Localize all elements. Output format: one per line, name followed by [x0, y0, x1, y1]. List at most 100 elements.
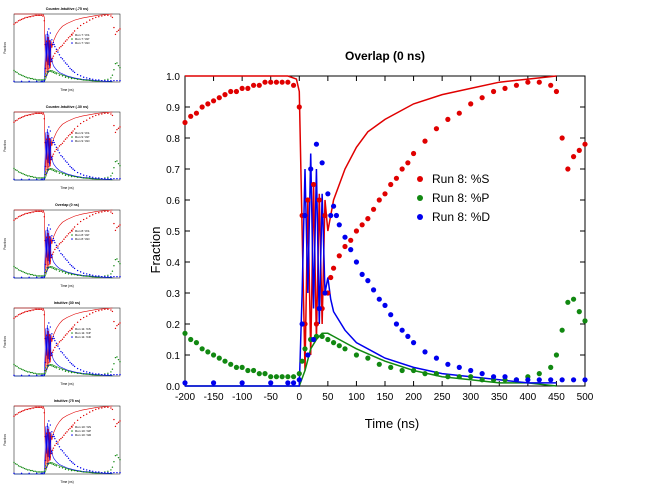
legend-label-2: Run 8: %D: [432, 210, 490, 224]
thumbnail-point: [36, 80, 38, 83]
thumbnail-point: [70, 273, 73, 276]
thumbnail-point: [17, 118, 20, 120]
thumbnail-point: [23, 369, 26, 372]
data-point: [342, 243, 348, 250]
thumbnail-point: [23, 271, 26, 274]
thumbnail-line: [14, 70, 113, 83]
thumbnail-point: [50, 452, 52, 455]
thumbnail-point: [51, 253, 54, 255]
data-point: [393, 321, 400, 327]
thumbnail-point: [26, 77, 29, 79]
x-tick-label: -200: [175, 392, 195, 403]
thumbnail-point: [72, 266, 74, 268]
thumbnail-point: [107, 471, 109, 474]
thumbnail-point: [57, 245, 59, 247]
thumbnail-point: [23, 75, 26, 78]
thumbnail-point: [116, 62, 118, 64]
data-point: [316, 305, 322, 312]
thumbnail-point: [54, 268, 56, 270]
thumbnail-point: [55, 244, 58, 247]
thumbnail-point: [17, 269, 20, 271]
thumbnail-point: [61, 271, 64, 273]
thumbnail-point: [19, 465, 21, 468]
data-point: [582, 141, 588, 147]
thumbnail-point: [116, 128, 118, 131]
thumbnail-point: [43, 373, 45, 376]
thumbnail-point: [63, 238, 65, 240]
thumbnail-point: [48, 456, 51, 458]
thumbnail-point: [79, 173, 82, 175]
thumbnail-point: [43, 471, 45, 474]
thumbnail-point: [60, 45, 62, 48]
thumbnail-point: [26, 371, 29, 373]
chart-title: Overlap (0 ns): [345, 49, 425, 63]
thumbnail-point: [82, 218, 85, 221]
thumbnail-point: [61, 240, 64, 242]
data-point: [262, 371, 268, 377]
data-point: [513, 377, 520, 383]
thumbnail-point: [39, 79, 41, 81]
thumbnail-point: [95, 16, 97, 19]
thumbnail-point: [82, 79, 85, 81]
data-point: [262, 79, 268, 85]
thumbnail-point: [52, 267, 55, 270]
thumbnail-point: [58, 348, 61, 350]
data-point: [536, 371, 542, 377]
thumbnail-point: [50, 256, 52, 259]
thumbnail-point: [64, 258, 67, 260]
thumbnail-point: [48, 165, 50, 168]
series-1: [182, 296, 588, 383]
data-point: [333, 212, 340, 219]
thumbnail-point: [55, 48, 58, 51]
thumbnail-point: [95, 275, 97, 277]
thumbnail-point: [23, 17, 26, 19]
thumbnail-point: [13, 219, 15, 221]
thumbnail-point: [69, 133, 71, 136]
thumbnail-point: [110, 407, 112, 409]
thumbnail-point: [119, 420, 121, 422]
thumbnail-point: [51, 333, 53, 335]
thumbnail-point: [31, 211, 33, 213]
thumbnail-point: [119, 275, 121, 278]
thumbnail-point: [79, 372, 82, 374]
thumbnail-point: [42, 373, 44, 375]
thumbnail-point: [70, 167, 73, 169]
data-point: [582, 318, 588, 324]
thumbnail-point: [76, 27, 79, 29]
data-point: [305, 197, 311, 203]
thumbnail-point: [46, 425, 49, 428]
thumbnail-point: [45, 141, 47, 144]
thumbnail-point: [113, 418, 115, 421]
data-point: [353, 228, 360, 234]
thumbnail-point: [44, 173, 46, 176]
thumbnail-point: [85, 373, 88, 375]
thumbnail-point: [73, 169, 76, 172]
data-point: [322, 212, 328, 219]
thumbnail-point: [61, 254, 64, 256]
thumbnail-point: [63, 336, 65, 338]
thumbnail-point: [57, 247, 59, 249]
thumbnail-point: [95, 408, 97, 411]
thumbnail-point: [98, 79, 100, 81]
thumbnail-point: [34, 406, 36, 409]
thumbnail-point: [60, 241, 62, 244]
x-tick-label: 150: [377, 392, 394, 403]
thumbnail-point: [45, 73, 47, 75]
thumbnail-point: [95, 79, 97, 81]
thumbnail-point: [116, 177, 118, 180]
thumbnail-point: [23, 173, 26, 176]
thumbnail-point: [92, 18, 94, 20]
thumbnail-point: [57, 343, 59, 345]
thumbnail-line: [14, 422, 113, 475]
data-point: [336, 253, 342, 259]
x-tick-label: 350: [491, 392, 508, 403]
data-point: [299, 358, 305, 364]
thumbnail-point: [101, 373, 103, 376]
thumbnail-point: [45, 337, 47, 340]
data-point: [548, 377, 554, 383]
thumbnail-point: [40, 80, 42, 83]
thumbnail-point: [55, 367, 58, 369]
thumbnail-xlabel: Time (ns): [60, 284, 73, 288]
thumbnail-line: [14, 324, 113, 377]
thumbnail-point: [104, 308, 106, 311]
